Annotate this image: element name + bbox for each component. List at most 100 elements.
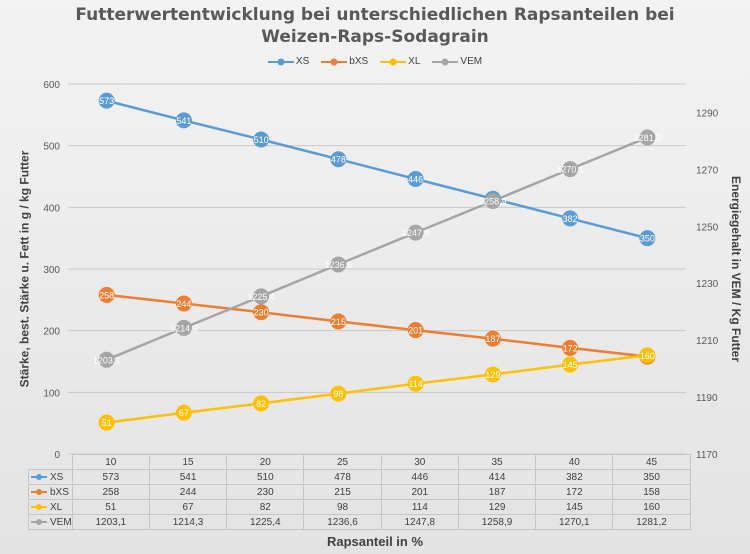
table-row-header: VEM: [28, 514, 73, 530]
table-cell: 145: [535, 499, 614, 515]
legend-label: XS: [295, 56, 310, 67]
table-cell: 1225,4: [226, 514, 305, 530]
data-label-xs: 350: [640, 234, 655, 244]
table-cell: 158: [612, 484, 691, 500]
data-label-vem: 1247,8: [402, 228, 430, 238]
chart-title-line-2: Weizen-Raps-Sodagrain: [261, 27, 489, 47]
table-cell: 382: [535, 469, 614, 485]
table-cell: 230: [226, 484, 305, 500]
series-line-bxs: [106, 293, 648, 358]
table-cell: 51: [71, 499, 150, 515]
table-cell: 114: [380, 499, 459, 515]
table-row-label: XS: [50, 471, 64, 483]
data-point-xl: [407, 375, 424, 392]
table-cell: 160: [612, 499, 691, 515]
legend-item-xs: XS: [267, 56, 310, 67]
table-cell: 129: [457, 499, 537, 515]
table-cell: 1281,2: [612, 514, 691, 530]
x-tick-label: 25: [303, 454, 382, 470]
y-right-tick-label: 1270: [696, 165, 719, 176]
series-line-xl: [106, 354, 648, 424]
data-label-bxs: 244: [176, 299, 191, 309]
data-point-xl: [330, 385, 347, 402]
data-label-bxs: 201: [408, 326, 423, 336]
y-right-tick-label: 1170: [696, 450, 718, 461]
legend-item-vem: VEM: [432, 56, 482, 67]
legend-marker-icon: [321, 58, 348, 65]
table-cell: 172: [535, 484, 614, 500]
table-cell: 1203,1: [71, 514, 150, 530]
y-right-tick-label: 1290: [696, 108, 719, 119]
data-label-xl: 129: [485, 370, 500, 380]
data-label-xs: 446: [408, 174, 423, 184]
y-axis-right-label: Energiegehalt in VEM / Kg Futter: [729, 175, 744, 363]
y-left-tick-label: 300: [43, 265, 60, 276]
data-point-vem: [253, 288, 270, 305]
y-left-tick-label: 100: [43, 388, 60, 399]
table-row: VEM 1203,1 1214,3 1225,4 1236,6 1247,8 1258,9 1…: [28, 514, 691, 530]
table-cell: 82: [226, 499, 305, 515]
table-cell: 67: [148, 499, 228, 515]
table-cell: 1258,9: [457, 514, 537, 530]
table-cell: 244: [148, 484, 228, 500]
series-line-vem: [106, 136, 648, 361]
y-left-tick-label: 400: [43, 203, 60, 214]
data-point-vem: [562, 161, 579, 178]
data-label-bxs: 258: [99, 290, 114, 300]
legend-label: bXS: [349, 56, 369, 67]
table-cell: 201: [380, 484, 459, 500]
data-point-xs: [253, 131, 270, 148]
table-row-header: XL: [28, 499, 73, 515]
x-tick-label: 45: [612, 454, 691, 470]
x-tick-label: 30: [380, 454, 459, 470]
table-row-label: VEM: [50, 516, 72, 528]
table-cell: 1247,8: [380, 514, 459, 530]
table-cell: 98: [303, 499, 382, 515]
x-tick-label: 10: [71, 454, 150, 470]
table-cell: 478: [303, 469, 382, 485]
data-label-bxs: 230: [254, 308, 269, 318]
data-point-bxs: [407, 322, 424, 339]
table-row: bXS 258 244 230 215 201 187 172 158: [28, 484, 691, 500]
data-label-xs: 541: [176, 116, 191, 126]
table-row: XS 573 541 510 478 446 414 382 350: [28, 469, 691, 485]
table-row: XL 51 67 82 98 114 129 145 160: [28, 499, 691, 515]
data-label-vem: 1214,3: [170, 323, 198, 333]
table-cell: 414: [457, 469, 537, 485]
data-label-bxs: 215: [331, 317, 346, 327]
data-label-vem: 1270,1: [556, 165, 584, 175]
data-point-vem: [330, 256, 347, 273]
legend-item-bxs: bXS: [321, 56, 368, 67]
data-point-xl: [253, 395, 270, 412]
table-corner: [28, 454, 73, 470]
table-cell: 350: [612, 469, 691, 485]
data-point-vem: [484, 192, 501, 209]
data-point-vem: [407, 224, 424, 241]
row-marker-icon: [31, 473, 47, 480]
table-cell: 258: [71, 484, 150, 500]
data-label-xs: 382: [563, 214, 578, 224]
row-marker-icon: [31, 488, 47, 495]
data-point-xl: [98, 414, 115, 431]
chart-title-line-1: Futterwertentwicklung bei unterschiedlic…: [75, 5, 675, 25]
data-point-bxs: [253, 304, 270, 321]
data-label-bxs: 187: [485, 334, 500, 344]
data-point-xs: [98, 92, 115, 109]
data-label-xl: 51: [102, 418, 112, 428]
x-tick-label: 40: [535, 454, 614, 470]
legend-marker-icon: [380, 58, 407, 65]
table-cell: 187: [457, 484, 537, 500]
data-label-vem: 1225,4: [247, 292, 275, 302]
data-point-xs: [639, 230, 656, 247]
data-point-bxs: [562, 339, 579, 356]
data-point-xl: [175, 404, 192, 421]
y-axis-left-label: Stärke, best. Stärke u. Fett in g / kg F…: [16, 150, 31, 388]
data-point-bxs: [175, 295, 192, 312]
legend-label: VEM: [460, 56, 483, 67]
data-point-vem: [175, 319, 192, 336]
table-row-header: XS: [28, 469, 73, 485]
row-marker-icon: [31, 518, 47, 525]
legend-label: XL: [408, 56, 421, 67]
data-table: 10 15 20 25 30 35 40 45 XS 573 541 510 478 446 414 382 3…: [28, 454, 691, 530]
